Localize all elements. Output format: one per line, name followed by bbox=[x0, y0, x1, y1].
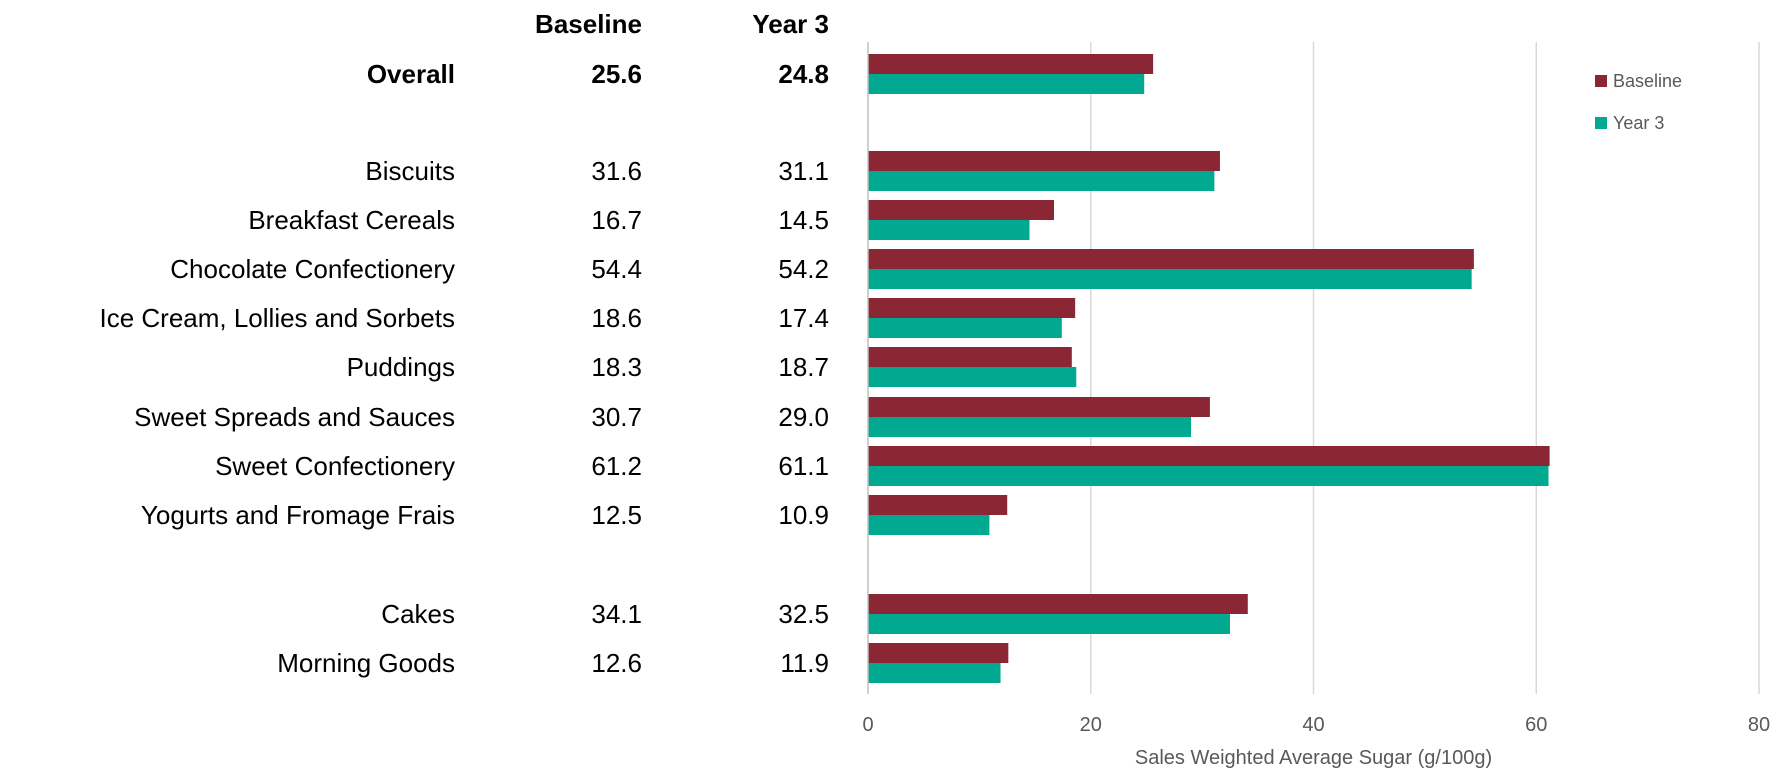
category-label: Breakfast Cereals bbox=[248, 205, 455, 235]
baseline-bar bbox=[868, 151, 1220, 171]
year3-value-label: 17.4 bbox=[778, 303, 829, 333]
year3-bar bbox=[868, 318, 1062, 338]
baseline-bar bbox=[868, 249, 1474, 269]
baseline-value-label: 34.1 bbox=[591, 599, 642, 629]
row-labels: Overall 25.6 24.8 Biscuits 31.6 31.1 Breakfast… bbox=[99, 59, 829, 678]
year3-value-label: 31.1 bbox=[778, 156, 829, 186]
category-label: Biscuits bbox=[365, 156, 455, 186]
year3-value-label: 24.8 bbox=[778, 59, 829, 89]
baseline-value-label: 31.6 bbox=[591, 156, 642, 186]
category-label: Overall bbox=[367, 59, 455, 89]
category-label: Yogurts and Fromage Frais bbox=[141, 500, 455, 530]
category-label: Sweet Spreads and Sauces bbox=[134, 402, 455, 432]
header-year-3: Year 3 bbox=[752, 9, 829, 39]
year3-value-label: 18.7 bbox=[778, 352, 829, 382]
table-headers: Baseline Year 3 bbox=[535, 9, 829, 39]
baseline-value-label: 54.4 bbox=[591, 254, 642, 284]
year3-bar bbox=[868, 614, 1230, 634]
gridlines bbox=[1090, 42, 1760, 694]
baseline-bar bbox=[868, 643, 1009, 663]
header-baseline: Baseline bbox=[535, 9, 642, 39]
year3-value-label: 54.2 bbox=[778, 254, 829, 284]
baseline-bar bbox=[868, 446, 1550, 466]
baseline-value-label: 30.7 bbox=[591, 402, 642, 432]
baseline-bar bbox=[868, 397, 1210, 417]
year3-value-label: 10.9 bbox=[778, 500, 829, 530]
year3-value-label: 11.9 bbox=[780, 648, 829, 678]
category-label: Cakes bbox=[381, 599, 455, 629]
category-label: Morning Goods bbox=[277, 648, 455, 678]
category-label: Puddings bbox=[347, 352, 455, 382]
year3-bar bbox=[868, 220, 1030, 240]
baseline-value-label: 61.2 bbox=[591, 451, 642, 481]
x-tick-label: 0 bbox=[862, 714, 873, 736]
category-label: Sweet Confectionery bbox=[215, 451, 455, 481]
x-tick-label: 20 bbox=[1080, 714, 1102, 736]
year3-bar bbox=[868, 515, 990, 535]
year3-bar bbox=[868, 466, 1549, 486]
x-axis-ticks: 0 20 40 60 80 bbox=[862, 714, 1770, 736]
category-label: Ice Cream, Lollies and Sorbets bbox=[99, 303, 455, 333]
legend-swatch bbox=[1595, 75, 1607, 87]
baseline-value-label: 16.7 bbox=[591, 205, 642, 235]
x-tick-label: 60 bbox=[1525, 714, 1547, 736]
year3-value-label: 32.5 bbox=[778, 599, 829, 629]
category-label: Chocolate Confectionery bbox=[170, 254, 455, 284]
year3-bar bbox=[868, 171, 1215, 191]
baseline-value-label: 12.6 bbox=[591, 648, 642, 678]
baseline-value-label: 18.6 bbox=[591, 303, 642, 333]
year3-value-label: 29.0 bbox=[778, 402, 829, 432]
baseline-bar bbox=[868, 495, 1008, 515]
baseline-value-label: 12.5 bbox=[591, 500, 642, 530]
legend-swatch bbox=[1595, 117, 1607, 129]
baseline-bar bbox=[868, 347, 1072, 367]
legend-label: Year 3 bbox=[1613, 113, 1664, 133]
baseline-bar bbox=[868, 594, 1248, 614]
year3-value-label: 61.1 bbox=[778, 451, 829, 481]
x-axis-title: Sales Weighted Average Sugar (g/100g) bbox=[1135, 747, 1492, 769]
year3-bar bbox=[868, 74, 1145, 94]
year3-bar bbox=[868, 269, 1472, 289]
baseline-value-label: 25.6 bbox=[591, 59, 642, 89]
year3-bar bbox=[868, 663, 1001, 683]
x-tick-label: 80 bbox=[1748, 714, 1770, 736]
legend-label: Baseline bbox=[1613, 71, 1682, 91]
baseline-bar bbox=[868, 200, 1054, 220]
baseline-bar bbox=[868, 54, 1154, 74]
baseline-value-label: 18.3 bbox=[591, 352, 642, 382]
year3-bar bbox=[868, 417, 1191, 437]
bars bbox=[868, 54, 1550, 683]
year3-bar bbox=[868, 367, 1077, 387]
year3-value-label: 14.5 bbox=[778, 205, 829, 235]
baseline-bar bbox=[868, 298, 1076, 318]
x-tick-label: 40 bbox=[1302, 714, 1324, 736]
legend: Baseline Year 3 bbox=[1595, 71, 1682, 133]
